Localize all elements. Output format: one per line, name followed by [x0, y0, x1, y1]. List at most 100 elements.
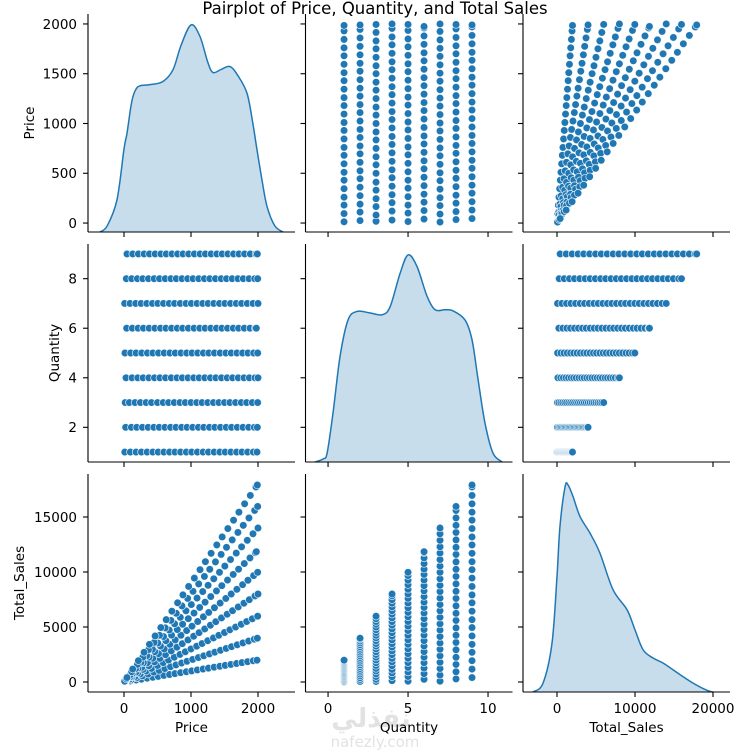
scatter-point — [585, 78, 595, 87]
scatter-point — [585, 115, 594, 124]
scatter-point — [253, 502, 262, 511]
scatter-point — [387, 182, 397, 191]
scatter-point — [245, 595, 254, 604]
scatter-point — [355, 75, 365, 84]
watermark-arabic-text: نفذلي — [331, 704, 411, 734]
x-tick-label: 10 — [479, 701, 496, 717]
scatter-point — [565, 51, 575, 60]
scatter-point — [419, 56, 429, 65]
scatter-point — [195, 603, 204, 612]
scatter-point — [212, 586, 221, 596]
scatter-point — [467, 607, 477, 616]
scatter-point — [451, 609, 461, 618]
scatter-point — [451, 638, 461, 647]
scatter-point — [435, 35, 445, 45]
scatter-point — [564, 68, 573, 77]
scatter-point — [562, 101, 571, 110]
scatter-point — [355, 166, 365, 175]
scatter-point — [435, 185, 445, 194]
scatter-point — [607, 118, 617, 128]
scatter-point — [387, 82, 397, 91]
scatter-point — [612, 110, 621, 119]
scatter-point — [387, 190, 397, 199]
scatter-point — [435, 168, 445, 177]
scatter-point — [403, 200, 413, 210]
watermark: نفذلي nafezly.com — [331, 704, 420, 750]
scatter-point — [638, 83, 647, 92]
scatter-point — [435, 126, 445, 136]
scatter-point — [221, 594, 230, 603]
scatter-point — [585, 172, 594, 181]
x-axis-label: Price — [175, 720, 208, 736]
scatter-point — [451, 215, 461, 224]
scatter-point — [419, 547, 429, 556]
scatter-point — [435, 93, 445, 103]
scatter-point — [339, 76, 349, 85]
scatter-point — [451, 565, 461, 574]
scatter-point — [339, 118, 349, 127]
scatter-point — [371, 53, 381, 62]
watermark-latin-text: nafezly.com — [331, 733, 420, 750]
scatter-point — [451, 49, 461, 58]
y-tick-label: 0 — [68, 675, 77, 691]
scatter-point — [611, 32, 620, 42]
scatter-point — [632, 105, 641, 115]
scatter-point — [419, 31, 429, 41]
scatter-point — [403, 84, 413, 93]
scatter-point — [419, 173, 429, 182]
scatter-point — [467, 114, 477, 123]
scatter-point — [599, 20, 608, 29]
scatter-point — [387, 98, 397, 108]
scatter-point — [223, 575, 232, 585]
scatter-point — [451, 631, 461, 640]
scatter-point — [387, 206, 397, 216]
scatter-point — [206, 549, 216, 558]
scatter-point — [645, 324, 654, 333]
scatter-point — [608, 40, 617, 50]
x-tick-label: 0 — [553, 701, 562, 717]
scatter-point — [339, 85, 349, 94]
scatter-point — [595, 109, 605, 118]
x-tick-label: 5 — [404, 701, 413, 717]
scatter-point — [467, 105, 477, 115]
x-tick-label: 10000 — [614, 701, 657, 717]
scatter-point — [355, 133, 365, 142]
scatter-point — [371, 135, 381, 145]
scatter-point — [253, 523, 263, 533]
scatter-point — [403, 217, 413, 226]
scatter-point — [451, 33, 461, 42]
scatter-point — [451, 83, 461, 92]
scatter-point — [451, 174, 461, 183]
scatter-point — [403, 208, 413, 218]
x-tick-label: 20000 — [692, 701, 735, 717]
scatter-point — [667, 56, 676, 65]
scatter-point — [178, 639, 187, 648]
scatter-point — [451, 149, 461, 158]
scatter-point — [419, 123, 429, 132]
scatter-point — [451, 616, 461, 625]
scatter-point — [618, 51, 627, 60]
scatter-point — [613, 89, 622, 99]
scatter-point — [435, 69, 445, 78]
scatter-point — [201, 557, 210, 566]
scatter-point — [355, 207, 365, 217]
scatter-point — [630, 20, 639, 29]
y-tick-label: 4 — [68, 371, 77, 387]
scatter-point — [194, 579, 203, 589]
scatter-point — [232, 548, 241, 558]
scatter-point — [451, 594, 461, 603]
scatter-point — [435, 27, 445, 36]
scatter-point — [563, 85, 572, 94]
scatter-point — [419, 65, 429, 74]
scatter-point — [617, 116, 626, 125]
scatter-point — [203, 581, 213, 590]
scatter-point — [567, 35, 576, 44]
scatter-point — [467, 122, 477, 132]
scatter-point — [371, 169, 381, 178]
scatter-point — [451, 535, 461, 545]
scatter-point — [371, 144, 381, 153]
scatter-point — [355, 33, 365, 43]
scatter-point — [371, 127, 381, 137]
scatter-point — [451, 58, 461, 67]
scatter-point — [387, 57, 397, 66]
